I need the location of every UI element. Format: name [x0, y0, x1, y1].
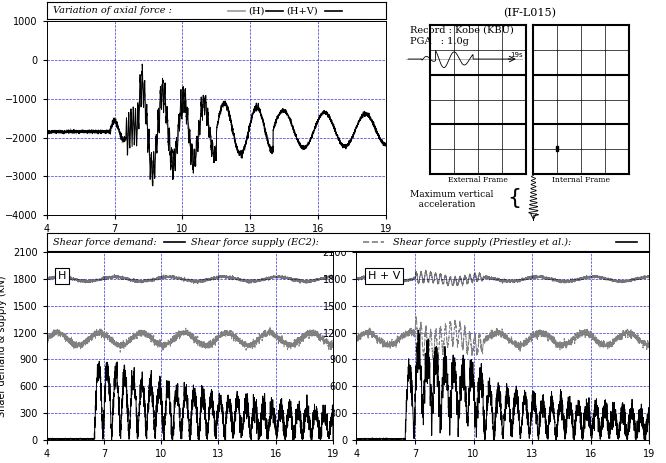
- Text: Shear force demand:: Shear force demand:: [53, 238, 159, 247]
- Text: External Frame: External Frame: [448, 176, 508, 184]
- Y-axis label: Shaer demand & supply (kN): Shaer demand & supply (kN): [0, 275, 7, 417]
- Text: (H+V): (H+V): [286, 6, 318, 15]
- Text: {: {: [507, 188, 521, 208]
- Text: Record : Kobe (KBU): Record : Kobe (KBU): [410, 25, 513, 34]
- Text: (H): (H): [248, 6, 265, 15]
- Bar: [555, 146, 558, 151]
- Text: H + V: H + V: [368, 271, 400, 281]
- Text: Variation of axial force :: Variation of axial force :: [53, 6, 175, 15]
- Text: (IF-L015): (IF-L015): [503, 8, 556, 18]
- Text: Maximum vertical
   acceleration: Maximum vertical acceleration: [410, 190, 493, 209]
- Text: Shear force supply (EC2):: Shear force supply (EC2):: [191, 238, 322, 247]
- Text: PGA   : 1.0g: PGA : 1.0g: [410, 37, 468, 46]
- Text: Shear force supply (Priestley et al.):: Shear force supply (Priestley et al.):: [393, 238, 575, 247]
- Text: 19s: 19s: [511, 52, 523, 58]
- Text: Internal Frame: Internal Frame: [552, 176, 611, 184]
- Text: H: H: [58, 271, 67, 281]
